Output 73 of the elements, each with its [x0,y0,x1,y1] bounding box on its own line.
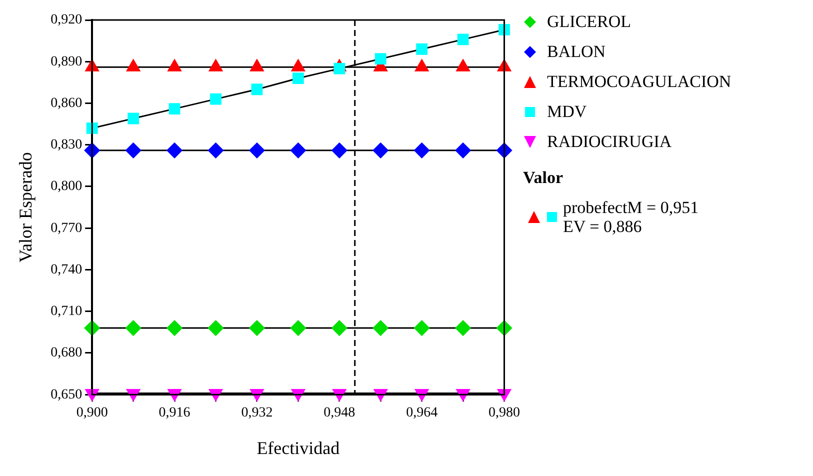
point [414,142,430,158]
x-tick-label: 0,948 [324,406,356,421]
point [208,388,223,401]
point [168,388,182,401]
y-tick-label: 0,710 [50,304,82,320]
point [128,112,140,124]
point [250,388,264,401]
point [291,388,305,401]
text: EV = 0,886 [563,217,643,236]
point [455,320,471,336]
point [416,43,428,55]
point [251,84,263,96]
x-axis-title: Efectividad [256,438,340,458]
legend-title: Valor [523,168,564,188]
point [86,122,98,134]
point [415,59,429,72]
point [290,320,306,336]
point [415,388,429,401]
y-tick-label: 0,740 [50,262,82,278]
point [372,320,388,336]
x-tick-label: 0,964 [406,406,438,421]
y-tick-label: 0,860 [50,96,82,111]
point [291,59,305,72]
point [126,59,140,72]
point [456,59,470,72]
point [249,142,265,158]
y-tick-label: 0,800 [50,179,82,194]
point [498,24,510,36]
point [414,320,430,336]
point [126,388,140,401]
y-tick-label: 0,680 [50,346,82,361]
point [457,34,469,46]
legend-label: MDV [547,102,587,122]
point [497,388,512,401]
point [126,320,142,336]
y-tick-label: 0,650 [50,387,82,402]
point [374,53,386,65]
point [166,320,182,336]
point [332,320,348,336]
legend-label: GLICEROL [547,12,632,32]
point [250,59,264,72]
point [374,388,388,401]
point [168,59,182,72]
point [332,388,346,401]
y-tick-label: 0,920 [50,12,82,28]
x-tick-label: 0,980 [488,406,520,421]
point [210,93,222,105]
y-tick-label: 0,890 [50,54,82,70]
legend-label: BALON [547,42,606,62]
point [85,388,99,401]
point [208,142,224,158]
point [208,59,223,72]
legend-label: TERMOCOAGULACION [547,72,732,92]
y-tick-label: 0,770 [50,220,82,236]
y-tick-label: 0,830 [50,138,82,153]
point [456,388,470,401]
point [334,62,346,74]
point [455,142,471,158]
x-tick-label: 0,900 [76,406,108,421]
point [290,142,306,158]
point [249,320,265,336]
point [372,142,388,158]
point [166,142,182,158]
text: probefectM = 0,951 [563,198,699,217]
x-tick-label: 0,932 [241,406,273,421]
point [292,72,304,84]
x-tick-label: 0,916 [158,406,190,421]
point [332,142,348,158]
point [208,320,224,336]
point [168,103,180,114]
point [126,142,142,158]
y-axis-title: Valor Esperado [16,152,36,263]
legend-label: RADIOCIRUGIA [547,132,672,152]
